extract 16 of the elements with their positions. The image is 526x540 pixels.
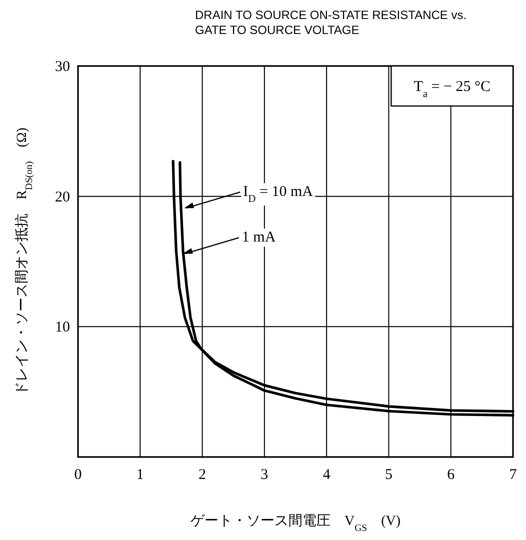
annotation: I$_{D}$ = 10 mA	[243, 184, 314, 205]
x-tick-label: 4	[322, 467, 331, 483]
y-tick-label: 30	[55, 59, 70, 75]
x-tick-label: 1	[136, 467, 144, 483]
text: ゲート・ソース間電圧 V$_{GS}$ (V)	[190, 514, 401, 534]
x-tick-label: 3	[260, 467, 268, 483]
y-tick-label: 10	[55, 320, 70, 336]
x-tick-label: 6	[447, 467, 456, 483]
annotation: T$_{a}$ = − 25 °C	[414, 79, 490, 100]
chart-title: DRAIN TO SOURCE ON-STATE RESISTANCE vs. GATE TO SOURCE VOLTAGE	[195, 8, 468, 38]
x-tick-label: 0	[74, 467, 82, 483]
x-tick-label: 2	[198, 467, 206, 483]
annotation: 1 mA	[242, 230, 276, 246]
x-tick-label: 7	[509, 467, 518, 483]
x-tick-label: 5	[384, 467, 392, 483]
y-tick-label: 20	[55, 189, 70, 206]
